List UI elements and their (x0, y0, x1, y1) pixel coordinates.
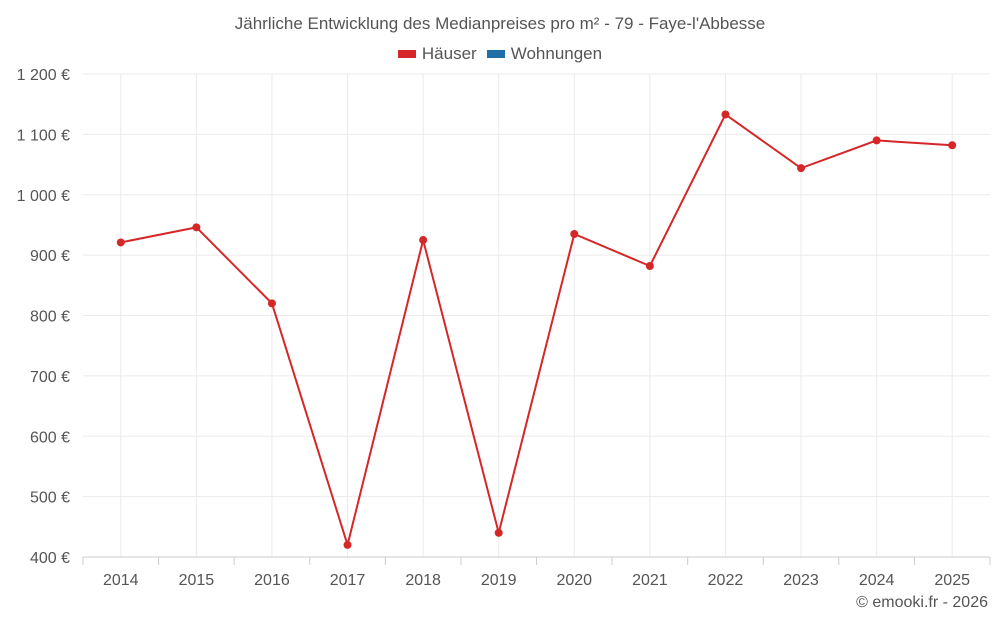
data-point-2024 (872, 136, 881, 145)
data-point-2019 (494, 528, 503, 537)
y-tick-label: 1 100 € (17, 127, 70, 144)
y-tick-label: 600 € (30, 429, 70, 446)
data-point-2014 (116, 238, 125, 247)
data-point-2021 (645, 261, 654, 270)
data-point-2016 (267, 299, 276, 308)
legend: Häuser Wohnungen (0, 44, 1000, 64)
x-tick-label: 2016 (254, 572, 290, 589)
x-tick-label: 2020 (556, 572, 592, 589)
legend-swatch-haeuser (397, 50, 416, 58)
x-tick-label: 2017 (330, 572, 366, 589)
x-tick-label: 2023 (783, 572, 819, 589)
chart-title: Jährliche Entwicklung des Medianpreises … (234, 14, 766, 33)
legend-item-wohnungen[interactable]: Wohnungen (486, 44, 603, 64)
y-tick-label: 900 € (30, 248, 70, 265)
y-tick-label: 1 200 € (17, 67, 70, 84)
legend-label-wohnungen: Wohnungen (510, 44, 603, 63)
legend-swatch-wohnungen (486, 50, 505, 58)
x-tick-label: 2021 (632, 572, 668, 589)
data-point-2023 (797, 164, 806, 173)
y-tick-label: 1 000 € (17, 188, 70, 205)
data-point-2025 (948, 141, 957, 150)
y-tick-label: 700 € (30, 369, 70, 386)
data-point-2018 (419, 236, 428, 245)
series-line-haeuser (120, 112, 953, 549)
copyright-text: © emooki.fr - 2026 (856, 594, 988, 611)
x-tick-label: 2022 (708, 572, 744, 589)
y-tick-label: 500 € (30, 490, 70, 507)
x-tick-label: 2014 (103, 572, 139, 589)
legend-item-haeuser[interactable]: Häuser (397, 44, 477, 64)
y-tick-label: 400 € (30, 550, 70, 567)
legend-label-haeuser: Häuser (421, 44, 477, 63)
data-point-2020 (570, 229, 579, 238)
data-point-2015 (192, 223, 201, 232)
x-tick-label: 2019 (481, 572, 517, 589)
x-tick-label: 2018 (405, 572, 441, 589)
y-tick-label: 800 € (30, 309, 70, 326)
x-tick-label: 2015 (179, 572, 215, 589)
x-tick-label: 2025 (934, 572, 970, 589)
data-point-2022 (721, 110, 730, 119)
data-point-2017 (343, 540, 352, 549)
x-tick-label: 2024 (859, 572, 895, 589)
